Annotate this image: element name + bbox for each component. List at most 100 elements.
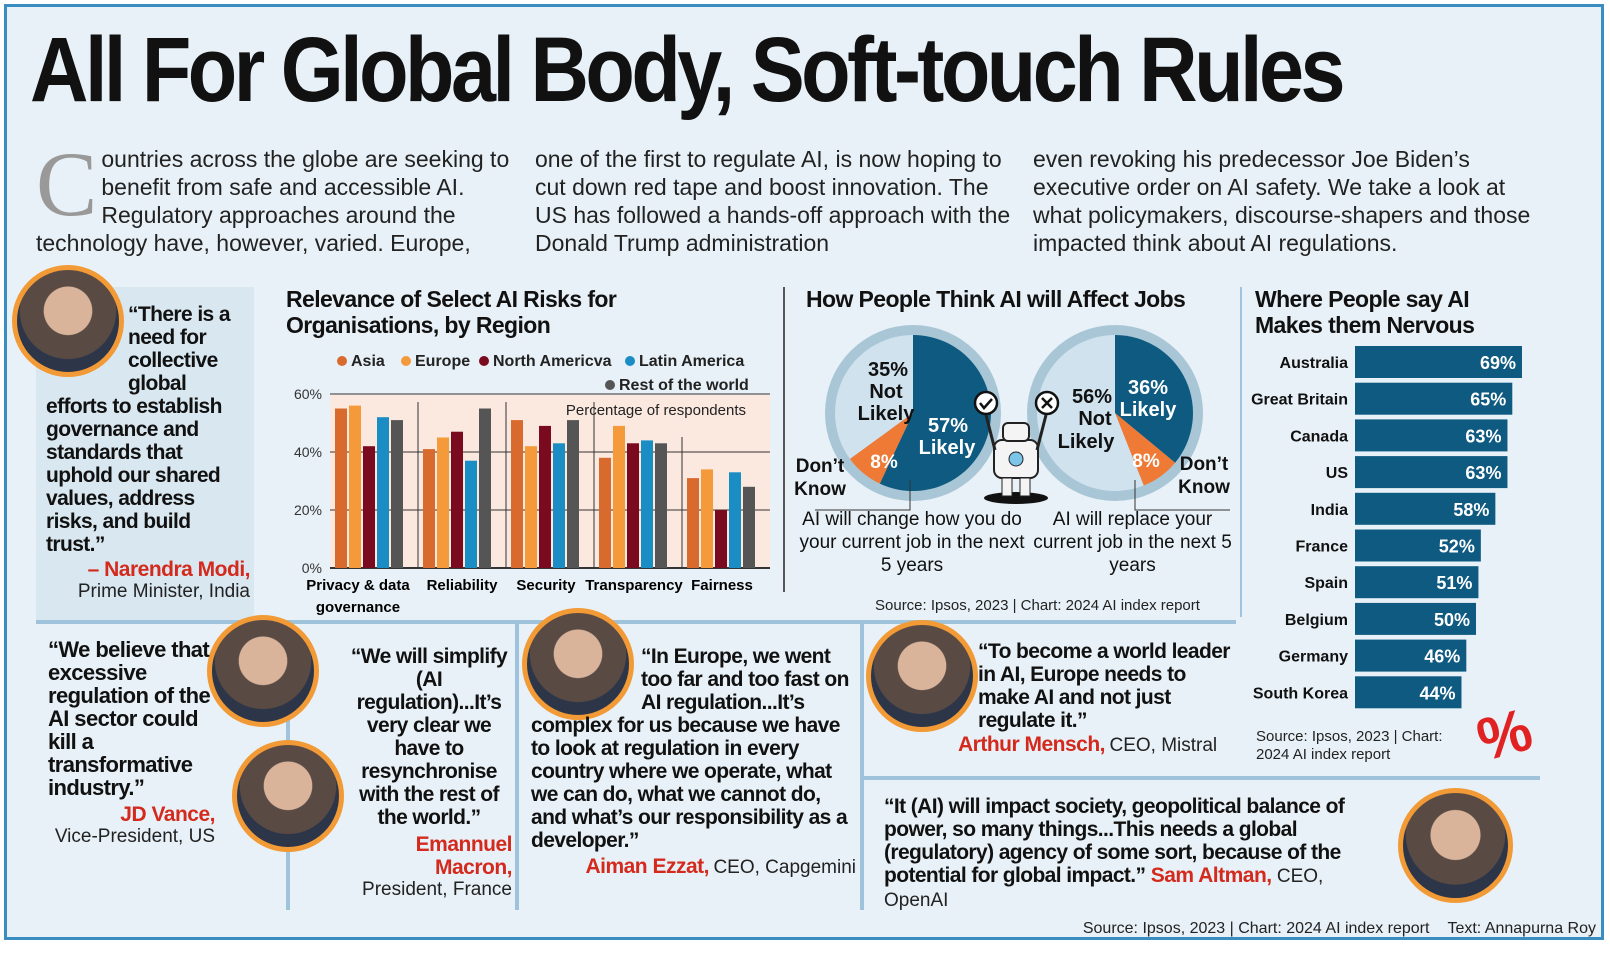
pie1-dk-label: Know [794, 479, 846, 500]
pie1-slice [879, 335, 991, 491]
check-mark-icon [979, 398, 993, 410]
bar-value-label: 63% [1465, 426, 1501, 446]
robot-chest-icon [1008, 451, 1024, 467]
macron-name: Emannuel Macron, [415, 833, 513, 879]
vance-quote: “We believe that excessive regulation of… [48, 637, 211, 800]
macron-role: President, France [362, 879, 512, 900]
bar [511, 420, 523, 568]
country-label: India [1311, 502, 1348, 519]
bar-value-label: 44% [1419, 683, 1455, 703]
divider [36, 620, 1236, 624]
y-tick-label: 60% [294, 386, 322, 402]
bar [525, 446, 537, 568]
legend-marker [479, 356, 489, 366]
pie2-slice [1115, 413, 1176, 486]
bar [1355, 456, 1508, 489]
bar [479, 408, 491, 568]
modi-photo [12, 265, 124, 377]
bar [687, 478, 699, 568]
drop-cap: C [36, 133, 98, 235]
bar [1355, 676, 1462, 709]
macron-quote-block: “We will simplify (AI regulation)...It’s… [346, 645, 513, 901]
bar [1355, 602, 1476, 635]
bar [627, 443, 639, 568]
divider [515, 624, 519, 910]
country-label: Belgium [1285, 612, 1348, 629]
bar [1355, 382, 1513, 415]
intro-col-3: even revoking his predecessor Joe Biden’… [1033, 146, 1531, 256]
modi-role: Prime Minister, India [77, 581, 250, 602]
robot-shadow [984, 492, 1048, 504]
pie1-slice [835, 335, 913, 459]
intro-col-2: one of the first to regulate AI, is now … [535, 146, 1011, 256]
robot-arm-icon [1035, 414, 1048, 451]
x-tick-label: Security [516, 577, 576, 594]
macron-quote: “We will simplify (AI regulation)...It’s… [350, 645, 508, 829]
country-label: US [1326, 465, 1349, 482]
headline: All For Global Body, Soft-touch Rules [30, 19, 1346, 121]
x-tick-label: Transparency [585, 577, 683, 594]
altman-quote: “It (AI) will impact society, geopolitic… [884, 795, 1345, 911]
bar-value-label: 52% [1439, 537, 1475, 557]
legend-label: Europe [415, 353, 470, 370]
vance-photo [207, 615, 319, 727]
bar [613, 425, 625, 568]
photo-spacer [531, 645, 641, 714]
pie1-likely-pct: 57% [928, 415, 968, 437]
modi-quote-block: “There is a need for collective global e… [46, 303, 251, 603]
modi-name: – Narendra Modi, [87, 558, 251, 581]
modi-quote: “There is a need for collective global e… [46, 303, 231, 556]
pie2-dk-pct: 8% [1132, 451, 1160, 472]
check-sign-icon [973, 390, 999, 416]
jobs-source: Source: Ipsos, 2023 | Chart: 2024 AI ind… [875, 597, 1200, 614]
legend-marker [625, 356, 635, 366]
legend-label: Rest of the world [619, 377, 749, 394]
country-label: Great Britain [1251, 392, 1348, 409]
pie2-not-label: Not [1078, 408, 1112, 430]
bar-value-label: 69% [1480, 353, 1516, 373]
legend-marker [337, 356, 347, 366]
ezzat-attribution: Aiman Ezzat, CEO, Capgemini [585, 855, 856, 878]
footer-source: Source: Ipsos, 2023 | Chart: 2024 AI ind… [1082, 920, 1430, 937]
pie2-likely-pct: 36% [1128, 377, 1168, 399]
bar [363, 446, 375, 568]
robot-head-icon [1002, 422, 1030, 442]
bar [1355, 566, 1479, 599]
country-label: Australia [1280, 355, 1349, 372]
pie2-dk-label: Know [1178, 477, 1230, 498]
bar [423, 449, 435, 568]
bar [335, 408, 347, 568]
bar [655, 443, 667, 568]
legend-marker [605, 380, 615, 390]
bar-value-label: 58% [1453, 500, 1489, 520]
robot-leg-icon [1001, 477, 1013, 497]
nervous-source: Source: Ipsos, 2023 | Chart: 2024 AI ind… [1256, 728, 1443, 763]
pie1-not-label: Likely [858, 403, 916, 425]
altman-photo [1398, 788, 1513, 903]
country-label: France [1296, 539, 1349, 556]
nervous-chart-title: Where People say AI Makes them Nervous [1255, 286, 1475, 338]
bar [465, 460, 477, 568]
vance-quote-block: “We believe that excessive regulation of… [48, 637, 216, 848]
pie1-dk-label: Don’t [796, 456, 845, 477]
cross-mark-icon [1041, 397, 1053, 409]
bar-value-label: 65% [1470, 390, 1506, 410]
photo-spacer [46, 303, 128, 395]
bar [1355, 419, 1508, 452]
divider [864, 776, 1540, 780]
pie2-slice [1115, 335, 1193, 463]
legend-marker [401, 356, 411, 366]
pie1-dk-pct: 8% [870, 452, 898, 473]
divider [860, 624, 864, 910]
bar [599, 457, 611, 568]
bar [701, 469, 713, 568]
bar [539, 425, 551, 568]
ezzat-quote: “In Europe, we went too far and too fast… [531, 645, 849, 852]
pie1-caption: AI will change how you do your current j… [799, 509, 1025, 576]
bar [349, 405, 361, 568]
x-tick-label: Fairness [691, 577, 753, 594]
pie2-caption: AI will replace your current job in the … [1033, 509, 1232, 576]
bar [715, 510, 727, 568]
footer-credit: Text: Annapurna Roy [1447, 920, 1596, 937]
